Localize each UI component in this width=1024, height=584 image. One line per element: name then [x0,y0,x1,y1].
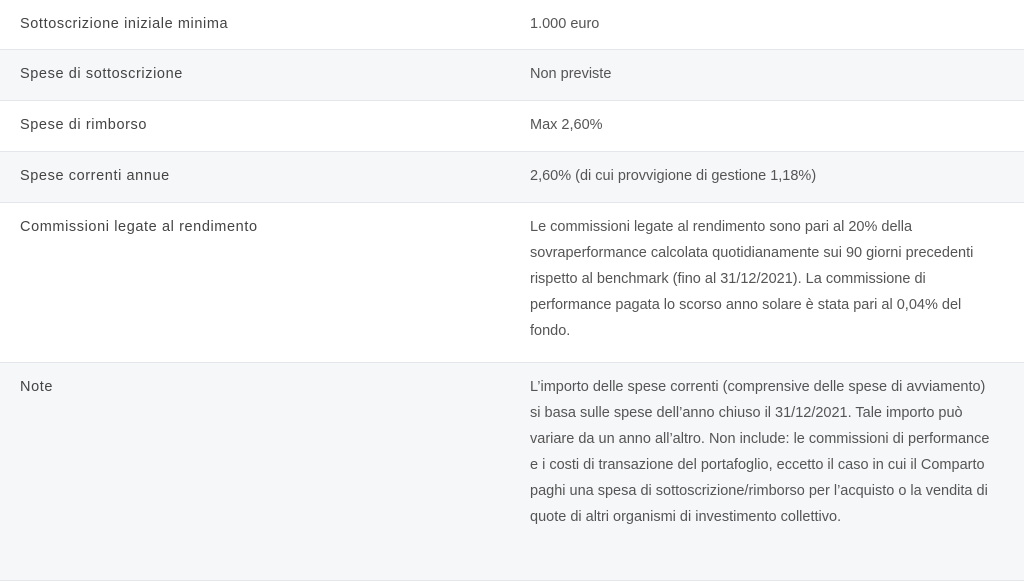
table-row: Commissioni legate al rendimento Le comm… [0,203,1024,363]
row-value: 2,60% (di cui provvigione di gestione 1,… [530,168,817,184]
row-value: Le commissioni legate al rendimento sono… [530,219,974,339]
table-row: Spese di rimborso Max 2,60% [0,101,1024,152]
row-label: Spese di sottoscrizione [20,66,183,82]
table-row: Note L’importo delle spese correnti (com… [0,363,1024,581]
row-value: L’importo delle spese correnti (comprens… [530,379,990,525]
table-row: Spese correnti annue 2,60% (di cui provv… [0,152,1024,203]
row-label: Spese di rimborso [20,117,148,133]
row-label: Commissioni legate al rendimento [20,219,258,235]
row-label: Sottoscrizione iniziale minima [20,16,229,32]
row-label: Note [20,379,54,395]
row-label: Spese correnti annue [20,168,170,184]
row-value: Non previste [530,66,612,82]
row-value: 1.000 euro [530,16,600,32]
table-row: Spese di sottoscrizione Non previste [0,50,1024,101]
row-value: Max 2,60% [530,117,603,133]
table-row: Sottoscrizione iniziale minima 1.000 eur… [0,0,1024,50]
